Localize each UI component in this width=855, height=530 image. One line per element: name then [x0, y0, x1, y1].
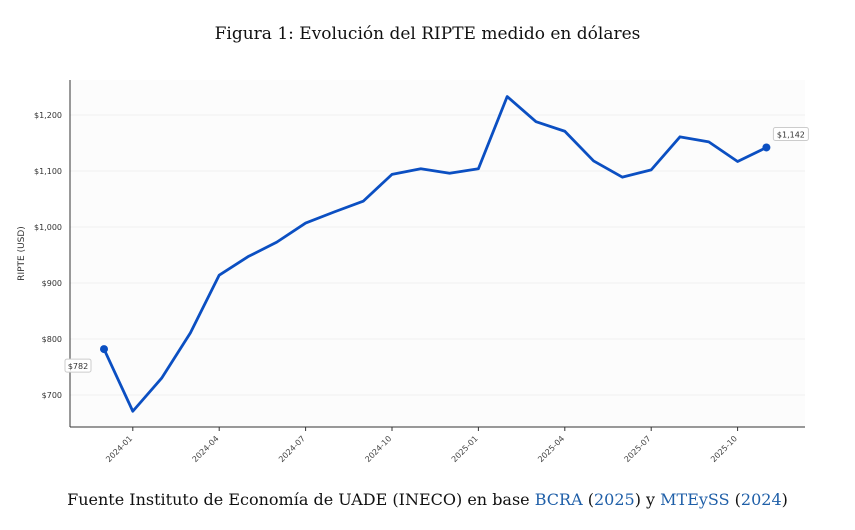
mteyss-year-link[interactable]: 2024	[740, 490, 782, 509]
x-tick-label: 2024-04	[191, 434, 221, 464]
source-note: Fuente Instituto de Economía de UADE (IN…	[67, 490, 788, 509]
x-tick-label: 2025-01	[450, 434, 480, 464]
y-axis-label: RIPTE (USD)	[17, 226, 27, 281]
y-tick-label: $700	[42, 391, 62, 400]
annotation-start: $782	[68, 362, 88, 371]
plot-area	[70, 80, 805, 427]
y-tick-label: $900	[42, 279, 62, 288]
y-tick-label: $800	[42, 335, 62, 344]
x-tick-label: 2024-10	[363, 434, 393, 464]
annotation-box	[64, 358, 92, 373]
annotation-box	[772, 126, 809, 141]
mteyss-link[interactable]: MTEySS	[660, 490, 730, 509]
y-tick-label: $1,000	[34, 223, 62, 232]
y-tick-label: $1,100	[34, 167, 62, 176]
source-prefix: Fuente Instituto de Economía de UADE (IN…	[67, 490, 535, 509]
x-tick-label: 2024-01	[104, 434, 134, 464]
line-chart: $700 $800 $900 $1,000 $1,100 $1,200 2024-01 202…	[17, 80, 809, 464]
x-tick-label: 2024-07	[277, 434, 307, 464]
bcra-year-link[interactable]: 2025	[593, 490, 635, 509]
x-tick-label: 2025-07	[623, 434, 653, 464]
y-tick-label: $1,200	[34, 111, 62, 120]
ripte-line	[102, 95, 768, 413]
x-tick-label: 2025-10	[709, 434, 739, 464]
data-point	[762, 143, 771, 152]
annotation-end: $1,142	[777, 130, 805, 139]
source-mid: y	[640, 490, 661, 509]
x-tick-label: 2025-04	[536, 434, 566, 464]
chart-title: Figura 1: Evolución del RIPTE medido en …	[214, 24, 641, 44]
bcra-link[interactable]: BCRA	[534, 490, 583, 509]
data-point	[100, 345, 108, 354]
